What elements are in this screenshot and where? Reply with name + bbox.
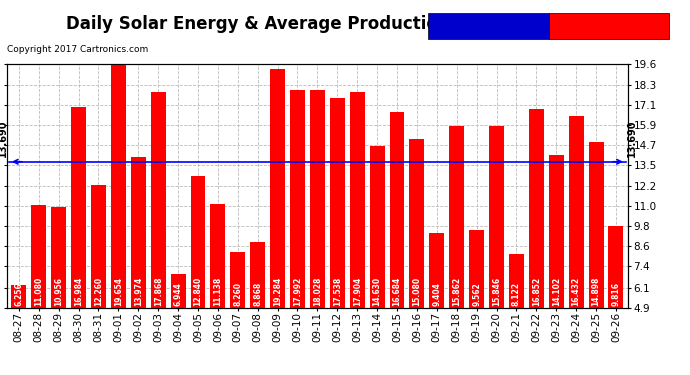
- Text: 13.690: 13.690: [627, 119, 637, 157]
- Text: 8.260: 8.260: [233, 282, 242, 306]
- Text: Copyright 2017 Cartronics.com: Copyright 2017 Cartronics.com: [7, 45, 148, 54]
- Text: 11.080: 11.080: [34, 277, 43, 306]
- Bar: [609, 226, 624, 308]
- Text: 19.284: 19.284: [273, 277, 282, 306]
- Bar: [310, 90, 325, 308]
- Text: 11.138: 11.138: [213, 277, 222, 306]
- Text: 13.690: 13.690: [0, 119, 8, 157]
- Bar: [429, 233, 444, 308]
- Bar: [409, 139, 424, 308]
- Text: 18.028: 18.028: [313, 276, 322, 306]
- Bar: [529, 110, 544, 308]
- Text: 12.840: 12.840: [193, 277, 202, 306]
- Bar: [31, 205, 46, 308]
- Text: 15.862: 15.862: [452, 277, 461, 306]
- Bar: [449, 126, 464, 308]
- Text: 17.992: 17.992: [293, 277, 302, 306]
- Bar: [51, 207, 66, 308]
- Text: 8.868: 8.868: [253, 282, 262, 306]
- Text: 12.260: 12.260: [94, 277, 103, 306]
- Bar: [549, 155, 564, 308]
- Bar: [390, 112, 404, 308]
- Bar: [290, 90, 305, 308]
- Bar: [111, 63, 126, 308]
- Bar: [170, 274, 186, 308]
- Bar: [589, 142, 604, 308]
- Text: 10.956: 10.956: [54, 277, 63, 306]
- Bar: [131, 157, 146, 308]
- Text: 16.984: 16.984: [74, 277, 83, 306]
- Bar: [489, 126, 504, 308]
- Text: 14.898: 14.898: [591, 276, 600, 306]
- Bar: [270, 69, 285, 308]
- Bar: [509, 254, 524, 308]
- Bar: [370, 146, 384, 308]
- Text: 13.974: 13.974: [134, 277, 143, 306]
- Bar: [11, 285, 26, 308]
- Text: Daily  (kWh): Daily (kWh): [552, 20, 615, 29]
- Bar: [210, 204, 226, 308]
- Text: 15.846: 15.846: [492, 277, 501, 306]
- Text: 6.944: 6.944: [174, 282, 183, 306]
- Bar: [150, 93, 166, 308]
- Text: 16.432: 16.432: [571, 277, 581, 306]
- Text: 14.102: 14.102: [552, 277, 561, 306]
- Bar: [230, 252, 245, 308]
- Bar: [190, 176, 206, 308]
- Bar: [350, 92, 365, 308]
- Text: 6.256: 6.256: [14, 282, 23, 306]
- Text: 9.404: 9.404: [433, 282, 442, 306]
- Text: 16.852: 16.852: [532, 277, 541, 306]
- Bar: [91, 186, 106, 308]
- Bar: [569, 116, 584, 308]
- Text: 17.868: 17.868: [154, 276, 163, 306]
- Text: 17.538: 17.538: [333, 277, 342, 306]
- Text: 17.904: 17.904: [353, 277, 362, 306]
- Text: 9.816: 9.816: [611, 282, 620, 306]
- Text: 15.080: 15.080: [413, 277, 422, 306]
- Bar: [469, 230, 484, 308]
- Bar: [330, 98, 345, 308]
- Text: 16.684: 16.684: [393, 277, 402, 306]
- Text: Daily Solar Energy & Average Production Wed Sep 27 18:50: Daily Solar Energy & Average Production …: [66, 15, 624, 33]
- Text: 9.562: 9.562: [472, 282, 481, 306]
- Text: 19.654: 19.654: [114, 277, 123, 306]
- Text: Average  (kWh): Average (kWh): [431, 20, 510, 29]
- Bar: [250, 242, 265, 308]
- Bar: [71, 107, 86, 308]
- Text: 8.122: 8.122: [512, 282, 521, 306]
- Text: 14.630: 14.630: [373, 277, 382, 306]
